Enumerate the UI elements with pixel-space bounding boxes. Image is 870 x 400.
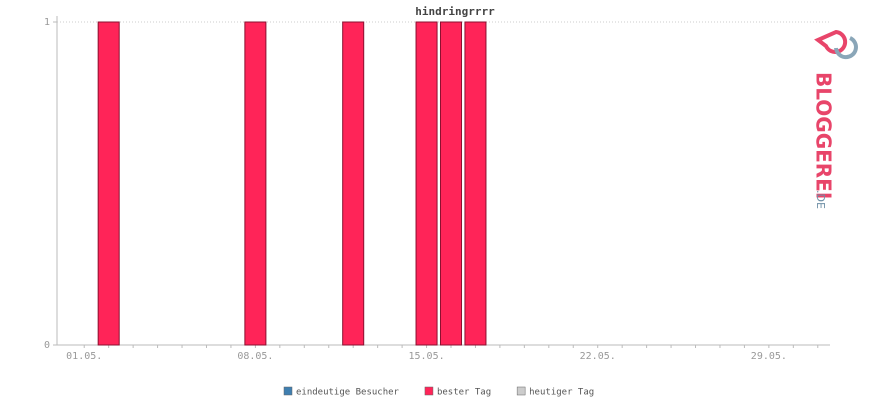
- y-tick-label: 1: [44, 17, 50, 28]
- x-tick-label: 22.05.: [580, 351, 616, 362]
- bar: [464, 21, 487, 346]
- legend-label: bester Tag: [437, 388, 491, 398]
- logo: BLOGGEREI .DE: [812, 29, 858, 209]
- legend-label: heutiger Tag: [529, 388, 594, 398]
- x-tick-label: 29.05.: [751, 351, 787, 362]
- logo-suffix: .DE: [814, 190, 827, 209]
- legend-swatch: [424, 386, 434, 396]
- x-tick-label: 08.05.: [237, 351, 273, 362]
- logo-text: BLOGGEREI: [812, 72, 836, 199]
- x-tick-label: 15.05.: [408, 351, 444, 362]
- y-tick-label: 0: [44, 340, 50, 351]
- bar: [415, 21, 438, 346]
- chart-title: hindringrrrr: [415, 5, 495, 18]
- legend-swatch: [283, 386, 293, 396]
- bar: [439, 21, 463, 346]
- logo-icon: [814, 29, 848, 54]
- x-tick-label: 01.05.: [66, 351, 102, 362]
- logo-icon: [834, 36, 858, 60]
- bar: [244, 21, 267, 346]
- bar: [342, 21, 365, 346]
- legend-swatch: [516, 386, 526, 396]
- bar: [97, 21, 120, 346]
- legend-label: eindeutige Besucher: [296, 388, 400, 398]
